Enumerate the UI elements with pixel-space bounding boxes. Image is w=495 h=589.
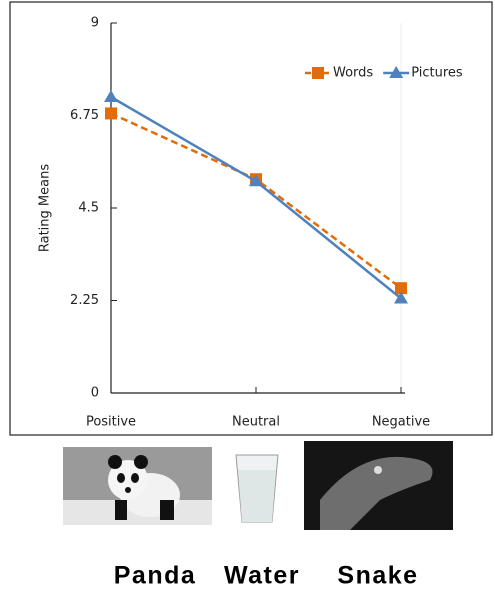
y-tick-label: 4.5 xyxy=(78,201,99,216)
water-glass-image xyxy=(236,455,278,522)
data-point xyxy=(105,107,117,119)
y-axis-label: Rating Means xyxy=(38,164,53,252)
y-tick-label: 9 xyxy=(91,16,99,31)
caption: Snake xyxy=(337,562,418,589)
page: Rating Means 0 2.25 4.5 6.75 9 Positive Neutra… xyxy=(0,0,495,589)
x-tick-label: Negative xyxy=(372,415,430,430)
legend-label: Pictures xyxy=(411,66,463,81)
caption: Water xyxy=(224,562,300,589)
snake-image xyxy=(304,441,453,530)
legend-label: Words xyxy=(333,66,373,81)
x-tick-label: Neutral xyxy=(232,415,280,430)
caption: Panda xyxy=(114,562,197,589)
y-tick-label: 0 xyxy=(91,386,99,401)
y-tick-label: 2.25 xyxy=(70,293,99,308)
x-tick-label: Positive xyxy=(86,415,136,430)
y-tick-label: 6.75 xyxy=(70,108,99,123)
panda-image xyxy=(63,447,212,525)
legend-marker xyxy=(312,67,324,79)
